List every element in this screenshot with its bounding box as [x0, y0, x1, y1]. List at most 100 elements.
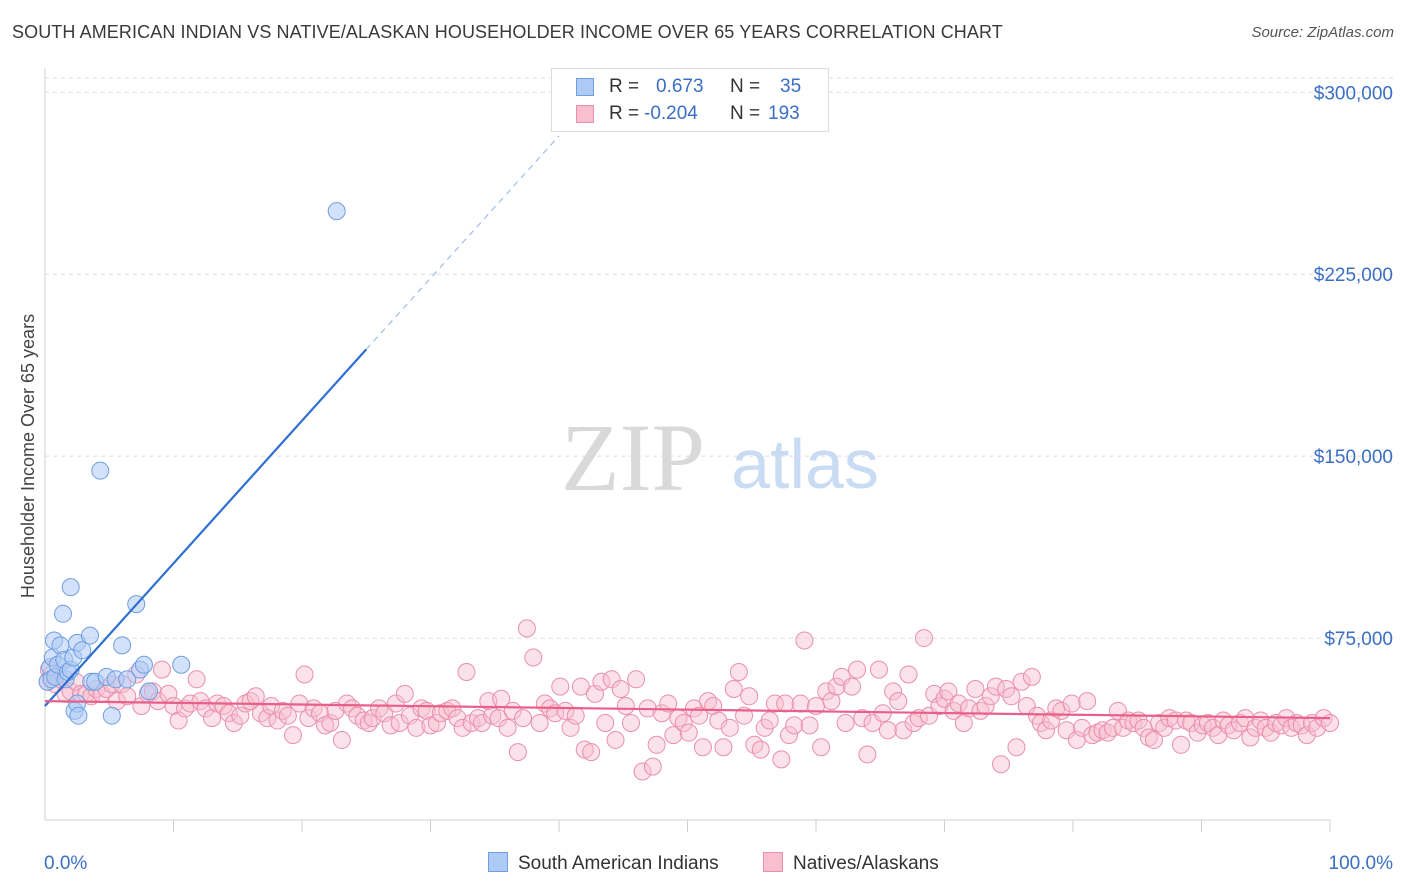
native-alaskan-point [889, 692, 908, 711]
native-alaskan-point [152, 660, 171, 679]
native-alaskan-point [674, 713, 693, 732]
native-alaskan-point [1198, 713, 1217, 732]
native-alaskan-point [606, 730, 625, 749]
native-alaskan-point [203, 709, 222, 728]
native-alaskan-point [800, 716, 819, 735]
native-alaskan-point [709, 711, 728, 730]
native-alaskan-point [596, 713, 615, 732]
native-alaskan-point [489, 709, 508, 728]
south-american-indian-point [69, 706, 88, 725]
native-alaskan-point [966, 680, 985, 699]
native-alaskan-point [914, 629, 933, 648]
south-american-indian-point [134, 655, 153, 674]
series-label-blue: South American Indians [518, 853, 719, 874]
legend-r-value: -0.204 [644, 103, 698, 124]
native-alaskan-point [508, 743, 527, 762]
native-alaskan-point [457, 663, 476, 682]
native-alaskan-point [949, 694, 968, 713]
native-alaskan-point [582, 743, 601, 762]
native-alaskan-point [679, 723, 698, 742]
south-american-indian-point [53, 604, 72, 623]
native-alaskan-point [1007, 738, 1026, 757]
native-alaskan-point [556, 701, 575, 720]
native-alaskan-point [561, 718, 580, 737]
native-alaskan-point [765, 694, 784, 713]
legend-swatch-blue [576, 78, 594, 96]
native-alaskan-point [884, 682, 903, 701]
native-alaskan-point [827, 677, 846, 696]
legend-swatch-pink [576, 105, 594, 123]
native-alaskan-point [278, 706, 297, 725]
south-american-indian-point [140, 682, 159, 701]
native-alaskan-point [848, 660, 867, 679]
south-american-indian-point [327, 202, 346, 221]
native-alaskan-point [1171, 735, 1190, 754]
native-alaskan-point [1261, 723, 1280, 742]
native-alaskan-point [772, 750, 791, 769]
native-alaskan-point [740, 687, 759, 706]
legend-n-label: N = [730, 76, 761, 97]
correlation-legend: R = 0.673 N = 35 R = -0.204 N = 193 [551, 68, 829, 132]
native-alaskan-point [386, 694, 405, 713]
native-alaskan-point [785, 716, 804, 735]
south-american-indian-point [80, 626, 99, 645]
native-alaskan-point [795, 631, 814, 650]
south-american-indian-point [91, 461, 110, 480]
native-alaskan-point [894, 721, 913, 740]
native-alaskan-point [690, 706, 709, 725]
native-alaskan-point [776, 694, 795, 713]
watermark-zip: ZIP [561, 404, 705, 511]
native-alaskan-point [621, 713, 640, 732]
native-alaskan-point [954, 713, 973, 732]
y-tick-label: $300,000 [1314, 83, 1393, 104]
south-american-indian-point [172, 655, 191, 674]
south-american-indian-point [61, 578, 80, 597]
series-swatch-blue [488, 852, 508, 872]
source-label: Source: ZipAtlas.com [1251, 24, 1394, 41]
y-tick-label: $150,000 [1314, 447, 1393, 468]
native-alaskan-point [760, 711, 779, 730]
south-american-indian-point [118, 670, 137, 689]
native-alaskan-point [412, 699, 431, 718]
native-alaskan-point [878, 721, 897, 740]
watermark-atlas: atlas [731, 425, 879, 503]
series-label-pink: Natives/Alaskans [793, 853, 939, 874]
native-alaskan-point [284, 726, 303, 745]
native-alaskan-point [448, 709, 467, 728]
native-alaskan-point [370, 699, 389, 718]
native-alaskan-point [187, 670, 206, 689]
native-alaskan-point [714, 738, 733, 757]
native-alaskan-point [299, 709, 318, 728]
native-alaskan-point [1037, 721, 1056, 740]
native-alaskan-point [363, 709, 382, 728]
legend-row-pink: R = -0.204 N = 193 [552, 101, 828, 127]
native-alaskan-point [268, 711, 287, 730]
native-alaskan-point [899, 665, 918, 684]
native-alaskan-point [1022, 667, 1041, 686]
series-legend-pink: Natives/Alaskans [763, 852, 939, 875]
y-axis-label: Householder Income Over 65 years [18, 314, 38, 598]
native-alaskan-point [971, 701, 990, 720]
series-swatch-pink [763, 852, 783, 872]
native-alaskan-point [751, 740, 770, 759]
native-alaskan-point [337, 694, 356, 713]
native-alaskan-point [724, 680, 743, 699]
native-alaskan-point [643, 757, 662, 776]
x-tick-label: 0.0% [44, 853, 87, 874]
watermark: ZIP atlas [561, 404, 879, 511]
native-alaskan-point [1155, 718, 1174, 737]
native-alaskan-point [219, 704, 238, 723]
native-alaskan-point [647, 735, 666, 754]
native-alaskan-point [295, 665, 314, 684]
native-alaskan-point [904, 713, 923, 732]
blue-trend-line [44, 348, 368, 707]
native-alaskan-point [812, 738, 831, 757]
native-alaskan-point [224, 713, 243, 732]
legend-r-value: 0.673 [656, 76, 704, 97]
native-alaskan-point [1078, 692, 1097, 711]
native-alaskan-point [332, 730, 351, 749]
native-alaskan-point [453, 718, 472, 737]
native-alaskan-point [1139, 728, 1158, 747]
native-alaskan-point [627, 670, 646, 689]
